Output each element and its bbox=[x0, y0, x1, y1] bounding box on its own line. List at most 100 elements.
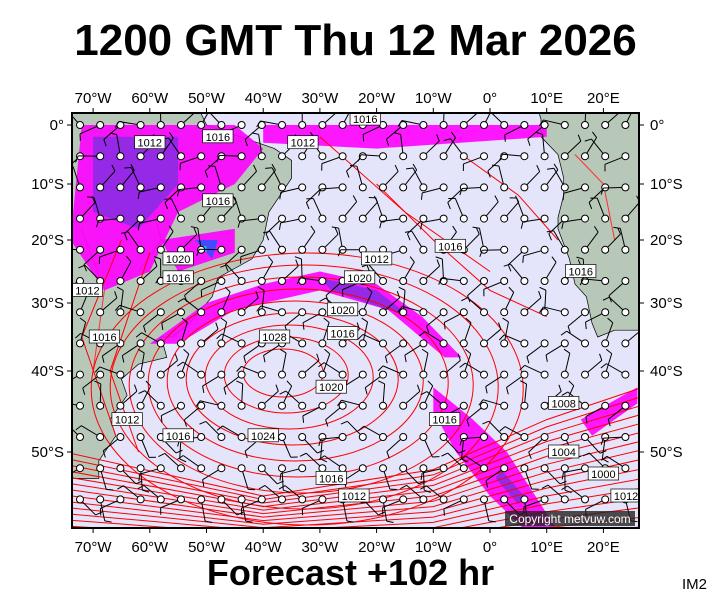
isobar-label: 1012 bbox=[287, 135, 319, 150]
wind-barb bbox=[325, 401, 347, 427]
wind-barb bbox=[399, 256, 415, 285]
wind-barb bbox=[72, 464, 84, 474]
isobar-label: 1016 bbox=[202, 193, 234, 208]
wind-barb bbox=[337, 399, 367, 410]
wind-barb bbox=[197, 113, 209, 129]
wind-barb bbox=[601, 113, 620, 129]
wind-barb bbox=[480, 495, 496, 523]
wind-barb bbox=[601, 348, 613, 379]
wind-barb bbox=[560, 348, 571, 379]
wind-barb bbox=[397, 305, 428, 317]
wind-barb bbox=[278, 485, 307, 504]
wind-barb bbox=[581, 131, 598, 161]
lat-label-left: 40°S bbox=[31, 363, 64, 380]
wind-barb bbox=[279, 464, 307, 481]
wind-barb bbox=[520, 290, 542, 317]
isobar-label: 1012 bbox=[72, 283, 103, 297]
wind-barb bbox=[284, 308, 307, 333]
wind-barb bbox=[257, 384, 279, 410]
wind-barb bbox=[202, 370, 226, 394]
wind-barb bbox=[158, 452, 185, 473]
wind-barb bbox=[94, 366, 125, 379]
wind-barb bbox=[138, 464, 165, 482]
map-frame bbox=[71, 112, 640, 529]
wind-barb bbox=[438, 277, 468, 285]
wind-barb bbox=[237, 214, 266, 228]
svg-text:1016: 1016 bbox=[568, 267, 592, 279]
lon-label-bottom: 10°W bbox=[415, 539, 453, 556]
wind-barb bbox=[601, 227, 621, 254]
wind-barb bbox=[82, 370, 105, 395]
wind-barb bbox=[349, 164, 367, 192]
lat-label-right: 40°S bbox=[650, 363, 683, 380]
wind-barb bbox=[500, 286, 515, 317]
wind-barb bbox=[183, 401, 206, 427]
lat-label-right: 0° bbox=[650, 117, 664, 134]
wind-barb bbox=[378, 380, 387, 410]
wind-barb bbox=[220, 264, 246, 285]
wind-barb bbox=[459, 433, 488, 446]
wind-barb bbox=[462, 152, 488, 171]
wind-barb bbox=[177, 348, 190, 379]
wind-barb bbox=[585, 495, 610, 517]
lon-label-top: 10°W bbox=[415, 90, 453, 107]
wind-barb bbox=[236, 365, 266, 379]
wind-barb bbox=[601, 317, 614, 348]
wind-barb bbox=[278, 214, 307, 230]
wind-barb bbox=[590, 197, 610, 223]
svg-text:1012: 1012 bbox=[342, 491, 366, 503]
wind-barb bbox=[202, 464, 226, 487]
wind-barb bbox=[114, 121, 145, 129]
wind-barb bbox=[399, 384, 421, 410]
wind-barb bbox=[400, 484, 428, 504]
wind-barb bbox=[561, 485, 589, 504]
isobar bbox=[204, 324, 374, 430]
wind-barb bbox=[156, 353, 179, 379]
svg-text:1016: 1016 bbox=[330, 329, 354, 341]
wind-barb bbox=[358, 425, 387, 441]
wind-barb bbox=[257, 286, 266, 317]
isobar-label: 1020 bbox=[344, 270, 376, 285]
wind-barb bbox=[498, 152, 529, 161]
isobar-label: 1028 bbox=[258, 329, 291, 344]
precipitation-area bbox=[319, 277, 411, 317]
wind-barb bbox=[459, 362, 488, 379]
wind-barb bbox=[585, 308, 610, 330]
precipitation-area bbox=[149, 271, 462, 358]
isobar-layer bbox=[72, 136, 639, 528]
wind-barb bbox=[540, 464, 567, 485]
wind-barb bbox=[600, 183, 630, 195]
lon-label-top: 0° bbox=[483, 90, 497, 107]
wind-barb bbox=[368, 197, 387, 223]
svg-text:1012: 1012 bbox=[138, 138, 162, 150]
wind-barb bbox=[318, 317, 330, 348]
isobar-label-layer: 1016 1016 1012 1012 1016 1016 1020 1020 1016 1012… bbox=[72, 113, 639, 503]
wind-barb bbox=[94, 380, 105, 410]
wind-barb bbox=[439, 353, 461, 379]
wind-barb bbox=[96, 495, 112, 523]
wind-barb bbox=[116, 464, 143, 485]
wind-barb bbox=[257, 256, 274, 285]
isobar bbox=[461, 154, 559, 241]
lon-label-top: 70°W bbox=[75, 90, 113, 107]
wind-barb bbox=[600, 363, 630, 379]
wind-barb bbox=[584, 138, 610, 161]
forecast-label: Forecast +102 hr bbox=[206, 552, 495, 593]
wind-barb bbox=[224, 245, 246, 272]
isobar-label: 1016 bbox=[434, 238, 466, 253]
wind-barb bbox=[302, 401, 327, 423]
wind-barb bbox=[608, 277, 630, 303]
wind-barb bbox=[72, 245, 84, 254]
wind-barb bbox=[209, 113, 226, 129]
wind-barb bbox=[540, 256, 557, 285]
isobar-label: 1000 bbox=[587, 466, 619, 481]
wind-barb bbox=[379, 291, 401, 317]
wind-barb bbox=[177, 298, 206, 317]
wind-barb bbox=[298, 353, 320, 379]
wind-barb bbox=[461, 297, 488, 317]
lat-label-right: 50°S bbox=[650, 444, 683, 461]
svg-text:1016: 1016 bbox=[353, 114, 377, 126]
wind-barb bbox=[600, 433, 630, 445]
wind-barb bbox=[377, 365, 408, 379]
lat-label-right: 20°S bbox=[650, 232, 683, 249]
